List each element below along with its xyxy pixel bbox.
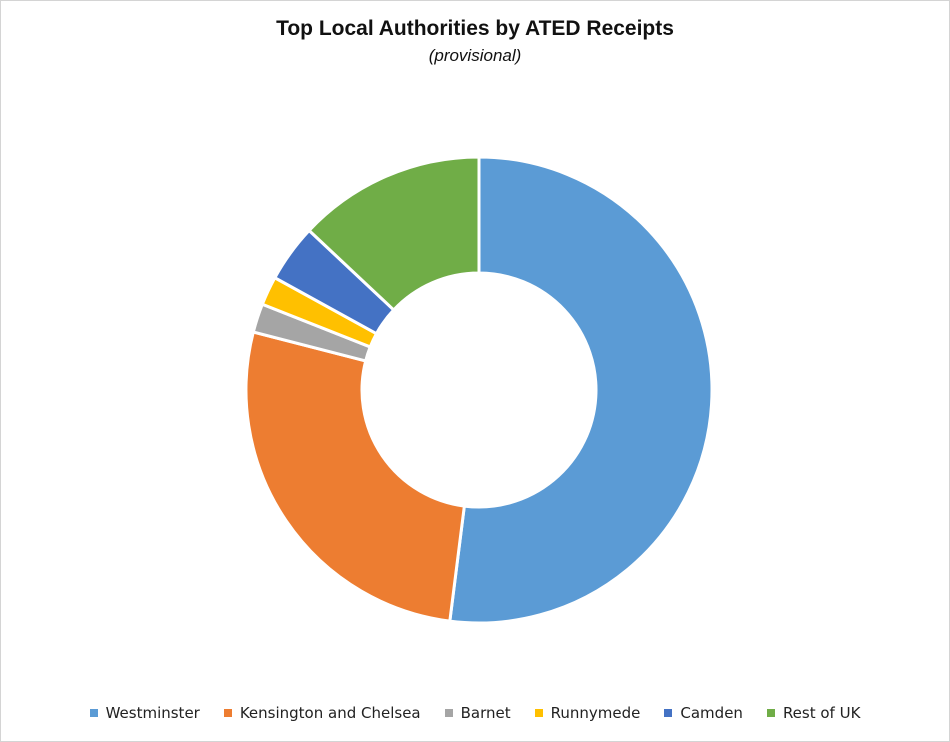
chart-title: Top Local Authorities by ATED Receipts xyxy=(276,17,674,40)
legend-swatch xyxy=(223,709,232,717)
legend-swatch xyxy=(444,709,453,717)
legend-label: Runnymede xyxy=(550,704,641,722)
slice-rest-of-uk xyxy=(307,155,481,313)
legend-item-westminster: Westminster xyxy=(89,704,200,722)
legend-item-runnymede: Runnymede xyxy=(534,704,641,722)
legend-item-kensington-and-chelsea: Kensington and Chelsea xyxy=(223,704,421,722)
legend-swatch xyxy=(89,709,98,717)
legend-label: Kensington and Chelsea xyxy=(239,704,421,722)
chart-subtitle: (provisional) xyxy=(428,46,522,65)
legend-item-barnet: Barnet xyxy=(444,704,511,722)
legend-label: Camden xyxy=(680,704,743,722)
slice-kensington-and-chelsea xyxy=(244,330,467,623)
slice-westminster xyxy=(448,155,714,625)
legend-label: Westminster xyxy=(105,704,200,722)
legend-label: Rest of UK xyxy=(782,704,861,722)
legend-swatch xyxy=(534,709,543,717)
legend-item-camden: Camden xyxy=(664,704,743,722)
chart-legend: Westminster Kensington and Chelsea Barnet R… xyxy=(1,704,949,722)
legend-swatch xyxy=(664,709,673,717)
legend-item-rest-of-uk: Rest of UK xyxy=(766,704,861,722)
donut-chart xyxy=(244,155,714,625)
legend-swatch xyxy=(766,709,775,717)
legend-label: Barnet xyxy=(460,704,511,722)
